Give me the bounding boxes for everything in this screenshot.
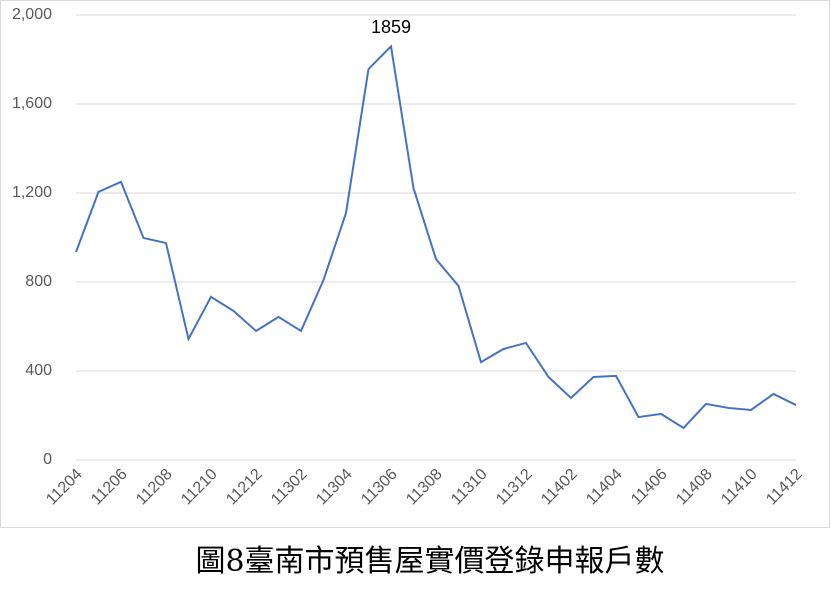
y-tick-label: 0 [43, 451, 52, 468]
chart-title: 圖8臺南市預售屋實價登錄申報戶數 [195, 544, 664, 579]
y-tick-label: 400 [25, 362, 52, 379]
y-tick-label: 800 [25, 273, 52, 290]
data-label: 1859 [371, 17, 411, 37]
y-tick-label: 1,200 [12, 184, 52, 201]
data-line [75, 44, 797, 430]
y-tick-label: 1,600 [12, 95, 52, 112]
chart-frame [0, 0, 830, 528]
y-tick-label: 2,000 [12, 6, 52, 23]
